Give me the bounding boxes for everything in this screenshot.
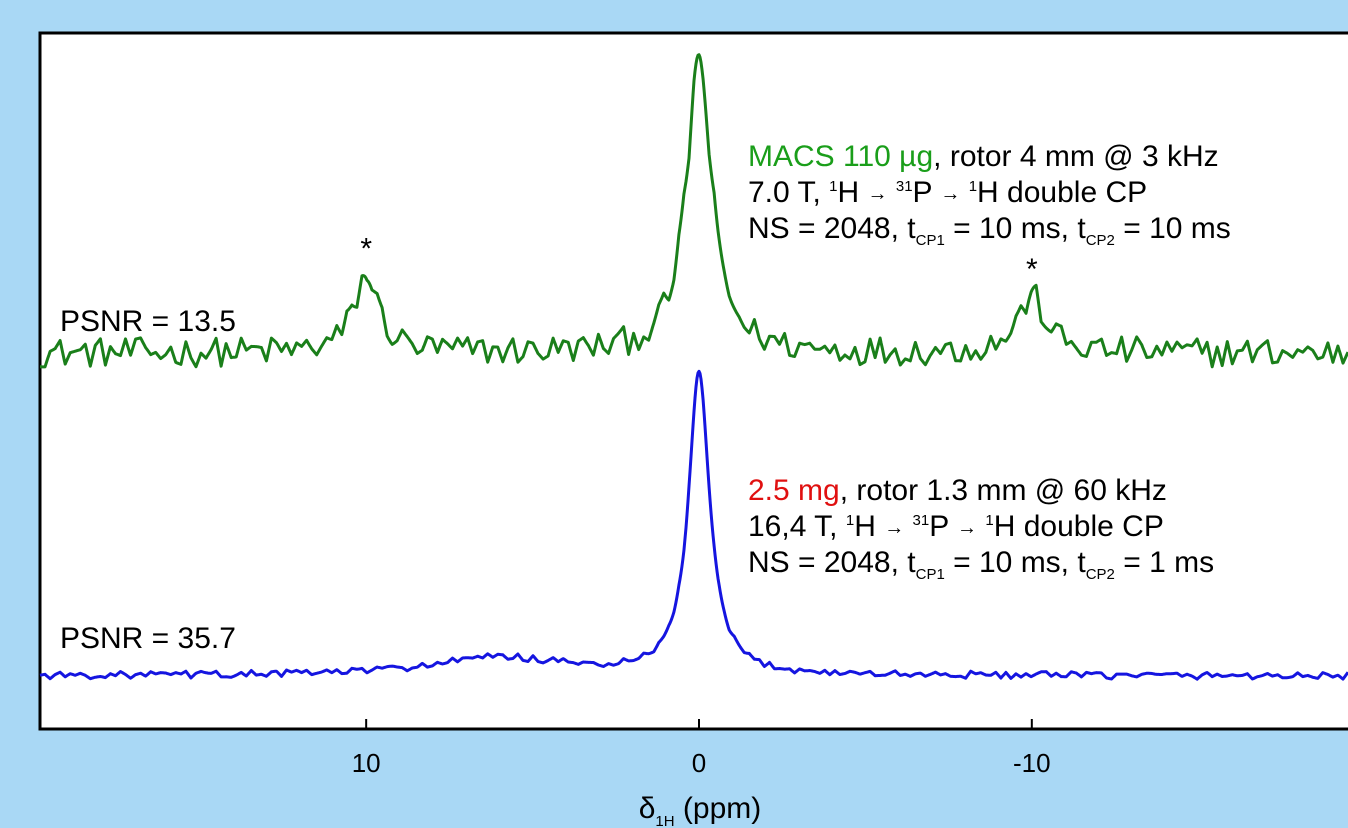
annotation-segment: MACS 110 µg (748, 140, 933, 173)
spectrum-labels: * * PSNR = 13.5 MACS 110 µg, rotor 4 mm @ 3… (60, 140, 1231, 655)
annotation-segment: = 10 ms (1115, 212, 1231, 245)
annotation-segment: 16,4 T, (748, 510, 846, 543)
x-axis-label-subscript: 1H (655, 813, 674, 828)
annotation-segment: 1 (846, 512, 854, 529)
x-axis-label-symbol: δ (639, 792, 656, 825)
annotation-segment: NS = 2048, t (748, 212, 916, 245)
bottom-annotation-line: 2.5 mg, rotor 1.3 mm @ 60 kHz (748, 474, 1167, 507)
annotation-segment: H (838, 176, 868, 209)
annotation-segment: = 10 ms, t (945, 212, 1087, 245)
bottom-annotation-line: 16,4 T, 1H → 31P → 1H double CP (748, 510, 1164, 543)
annotation-segment: CP2 (1086, 232, 1115, 249)
bottom-annotation-line: NS = 2048, tCP1 = 10 ms, tCP2 = 1 ms (748, 546, 1214, 583)
annotation-segment: → (957, 517, 977, 539)
annotation-segment: 31 (896, 178, 913, 195)
annotation-segment: CP2 (1086, 566, 1115, 583)
annotation-segment: , rotor 1.3 mm @ 60 kHz (840, 474, 1167, 507)
annotation-segment: 1 (969, 178, 977, 195)
x-axis-ticks: 10 0 -10 (352, 719, 1051, 778)
x-axis-label: δ1H (ppm) (639, 792, 762, 828)
annotation-segment: H (854, 510, 884, 543)
annotation-segment (977, 510, 985, 543)
top-psnr-label: PSNR = 13.5 (60, 305, 236, 338)
annotation-segment: P (929, 510, 957, 543)
annotation-segment: → (884, 517, 904, 539)
annotation-segment: 7.0 T, (748, 176, 829, 209)
annotation-segment: NS = 2048, t (748, 546, 916, 579)
x-tick-label: 0 (692, 748, 706, 778)
annotation-segment: 31 (913, 512, 930, 529)
annotation-segment: → (868, 183, 888, 205)
annotation-segment: → (940, 183, 960, 205)
annotation-segment: = 1 ms (1115, 546, 1214, 579)
annotation-segment: , rotor 4 mm @ 3 kHz (933, 140, 1219, 173)
annotation-segment: H double CP (994, 510, 1164, 543)
x-tick-label: -10 (1013, 748, 1051, 778)
x-tick-label: 10 (352, 748, 381, 778)
top-spectrum-trace (39, 53, 1348, 369)
annotation-segment: CP1 (916, 566, 945, 583)
spinning-sideband-asterisk: * (360, 232, 372, 265)
annotation-segment: P (913, 176, 941, 209)
spinning-sideband-asterisk: * (1026, 253, 1038, 286)
top-annotation-line: MACS 110 µg, rotor 4 mm @ 3 kHz (748, 140, 1219, 173)
annotation-segment: = 10 ms, t (945, 546, 1087, 579)
spectra (39, 53, 1348, 681)
plot-frame (38, 31, 1348, 731)
bottom-psnr-label: PSNR = 35.7 (60, 622, 236, 655)
annotation-segment (960, 176, 968, 209)
annotation-segment (888, 176, 896, 209)
annotation-segment: 2.5 mg (748, 474, 840, 507)
annotation-segment: CP1 (916, 232, 945, 249)
annotation-segment: 1 (829, 178, 837, 195)
bottom-spectrum-trace (39, 369, 1348, 681)
x-axis-label-unit: (ppm) (675, 792, 762, 825)
annotation-segment: 1 (985, 512, 993, 529)
top-annotation-line: 7.0 T, 1H → 31P → 1H double CP (748, 176, 1147, 209)
top-annotation-line: NS = 2048, tCP1 = 10 ms, tCP2 = 10 ms (748, 212, 1231, 249)
annotation-segment: H double CP (977, 176, 1147, 209)
annotation-segment (904, 510, 912, 543)
